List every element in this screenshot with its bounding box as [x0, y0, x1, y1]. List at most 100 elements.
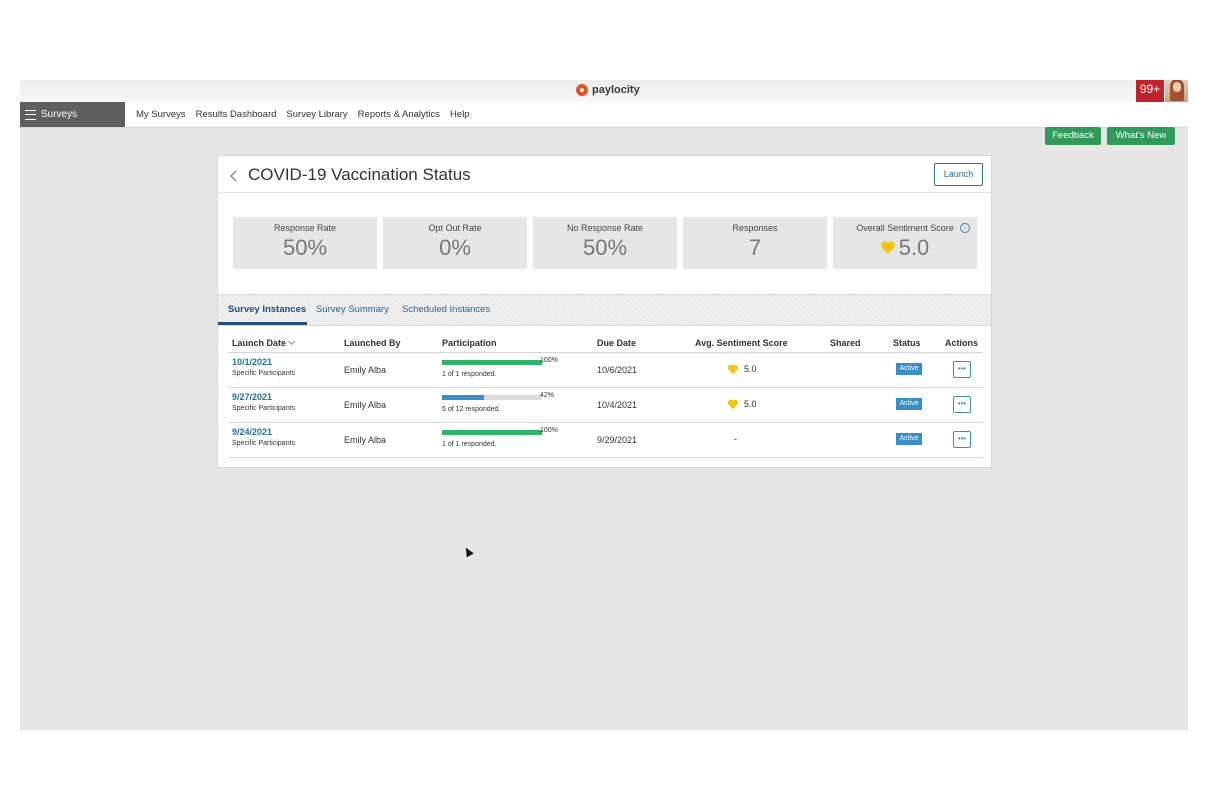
col-participation: Participation	[442, 338, 497, 348]
col-launched-by: Launched By	[344, 338, 401, 348]
col-shared: Shared	[830, 338, 861, 348]
app-window: paylocity 99+ Surveys My Surveys Results…	[20, 80, 1188, 730]
status-badge: Active	[896, 398, 922, 410]
nav-links: My Surveys Results Dashboard Survey Libr…	[136, 102, 470, 127]
stat-label: Response Rate	[273, 223, 337, 233]
stat-value: 5.0	[898, 235, 930, 260]
more-actions-button[interactable]: •••	[953, 431, 971, 448]
stat-label: No Response Rate	[566, 223, 644, 233]
survey-title: COVID-19 Vaccination Status	[248, 165, 471, 184]
launch-date-link[interactable]: 9/24/2021	[232, 427, 273, 437]
status-badge: Active	[896, 363, 922, 375]
due-date: 9/29/2021	[597, 435, 638, 445]
stat-overall-sentiment: Overall Sentiment Score i 5.0	[833, 217, 977, 269]
stat-responses: Responses 7	[683, 217, 827, 269]
col-actions: Actions	[945, 338, 979, 348]
participation-percent: 42%	[540, 392, 555, 399]
launch-date-link[interactable]: 10/1/2021	[232, 357, 273, 367]
participation-bar	[442, 395, 542, 400]
sentiment-cell: 5.0	[728, 364, 757, 374]
launched-by: Emily Alba	[344, 435, 387, 445]
sentiment-cell: -	[734, 434, 737, 444]
mouse-cursor-icon	[462, 545, 474, 558]
audience-text: Specific Participants	[232, 440, 296, 447]
participation-percent: 100%	[540, 427, 558, 434]
sentiment-value: 5.0	[744, 364, 757, 374]
module-menu-button[interactable]: Surveys	[20, 102, 125, 127]
stat-label: Responses	[732, 223, 778, 233]
stat-label: Opt Out Rate	[428, 223, 482, 233]
nav-bar: Surveys My Surveys Results Dashboard Sur…	[20, 102, 1188, 128]
back-chevron-icon[interactable]	[230, 169, 242, 182]
tab-survey-instances[interactable]: Survey Instances	[228, 304, 307, 315]
page-title: COVID-19 Vaccination Status	[230, 165, 471, 185]
heart-icon	[881, 242, 895, 254]
heart-icon	[728, 400, 738, 409]
sentiment-value: 5.0	[744, 399, 757, 409]
stat-no-response-rate: No Response Rate 50%	[533, 217, 677, 269]
participation-bar-fill	[442, 430, 542, 435]
tab-bar: Survey Instances Survey Summary Schedule…	[218, 294, 991, 326]
table-row: 9/27/2021 Specific Participants Emily Al…	[228, 388, 983, 423]
divider	[218, 192, 991, 193]
sentiment-value: -	[734, 434, 737, 444]
avatar-face	[1173, 82, 1181, 92]
stat-value: 7	[748, 235, 762, 260]
table-header: Launch Date Launched By Participation Du…	[228, 334, 983, 353]
audience-text: Specific Participants	[232, 370, 296, 377]
tab-scheduled-instances[interactable]: Scheduled Instances	[402, 304, 491, 315]
nav-results-dashboard[interactable]: Results Dashboard	[195, 109, 277, 120]
participation-bar-fill	[442, 395, 484, 400]
feedback-button[interactable]: Feedback	[1045, 127, 1101, 145]
info-icon[interactable]: i	[960, 223, 970, 233]
status-badge: Active	[896, 433, 922, 445]
table-row: 9/24/2021 Specific Participants Emily Al…	[228, 423, 983, 458]
stat-opt-out-rate: Opt Out Rate 0%	[383, 217, 527, 269]
stat-value: 50%	[582, 235, 628, 260]
nav-reports-analytics[interactable]: Reports & Analytics	[357, 109, 441, 120]
participation-bar	[442, 360, 542, 365]
active-tab-indicator	[218, 322, 307, 325]
launched-by: Emily Alba	[344, 365, 387, 375]
module-label: Surveys	[41, 109, 78, 120]
nav-help[interactable]: Help	[450, 109, 470, 120]
due-date: 10/4/2021	[597, 400, 638, 410]
nav-my-surveys[interactable]: My Surveys	[136, 109, 186, 120]
logo-text: paylocity	[592, 84, 640, 96]
participation-bar-fill	[442, 360, 542, 365]
avatar[interactable]	[1165, 80, 1188, 103]
paylocity-logo[interactable]: paylocity	[576, 84, 640, 96]
col-status: Status	[893, 338, 921, 348]
tab-survey-summary[interactable]: Survey Summary	[316, 304, 389, 315]
stat-value: 50%	[282, 235, 328, 260]
whats-new-button[interactable]: What's New	[1107, 127, 1175, 145]
logo-icon	[576, 84, 588, 96]
survey-card: COVID-19 Vaccination Status Launch Respo…	[217, 155, 992, 468]
col-label: Launch Date	[232, 338, 287, 348]
top-bar: paylocity 99+	[20, 80, 1188, 103]
stat-value: 0%	[439, 235, 471, 260]
launched-by: Emily Alba	[344, 400, 387, 410]
chevron-down-icon	[287, 337, 296, 346]
launch-date-link[interactable]: 9/27/2021	[232, 392, 273, 402]
audience-text: Specific Participants	[232, 405, 296, 412]
participation-bar	[442, 430, 542, 435]
col-launch-date[interactable]: Launch Date	[232, 337, 296, 348]
heart-icon	[728, 365, 738, 374]
stat-response-rate: Response Rate 50%	[233, 217, 377, 269]
participation-text: 1 of 1 responded.	[442, 441, 497, 448]
launch-button[interactable]: Launch	[934, 163, 983, 186]
more-actions-button[interactable]: •••	[953, 361, 971, 378]
participation-percent: 100%	[540, 357, 558, 364]
participation-text: 1 of 1 responded.	[442, 371, 497, 378]
notification-badge[interactable]: 99+	[1136, 80, 1164, 103]
stat-label: Overall Sentiment Score	[856, 223, 954, 233]
participation-text: 5 of 12 responded.	[442, 406, 501, 413]
hamburger-icon	[25, 109, 36, 120]
due-date: 10/6/2021	[597, 365, 638, 375]
more-actions-button[interactable]: •••	[953, 396, 971, 413]
nav-survey-library[interactable]: Survey Library	[286, 109, 348, 120]
instances-table: Launch Date Launched By Participation Du…	[228, 334, 983, 458]
col-due-date: Due Date	[597, 338, 637, 348]
table-row: 10/1/2021 Specific Participants Emily Al…	[228, 353, 983, 388]
